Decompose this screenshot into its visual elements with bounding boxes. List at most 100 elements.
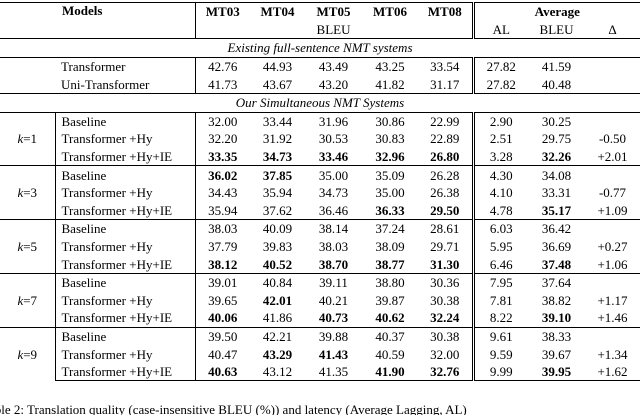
header-testset: MT08 (418, 1, 475, 21)
cell-value: 41.73 (208, 76, 238, 92)
cell-value: 39.67 (541, 346, 572, 362)
k-label: k=5 (0, 219, 56, 274)
table-row: k=7 Baseline 39.01 40.84 39.11 38.80 30.36 7.95… (0, 272, 640, 328)
header-testset: MT05 (305, 1, 363, 21)
cell-value: 30.86 (375, 113, 405, 129)
cell-value: 30.25 (541, 113, 572, 129)
section-title: Existing full-sentence NMT systems (0, 38, 640, 58)
cell-value: 39.11 (305, 272, 363, 292)
k-label: k=3 (0, 165, 56, 220)
cell-value: 36.46 (318, 202, 349, 218)
model-name: Transformer +Hy+IE (55, 201, 196, 220)
model-name: Transformer (55, 57, 196, 76)
cell-value: 4.78 (489, 202, 513, 218)
table-row: Existing full-sentence NMT systems (0, 38, 640, 58)
cell-value: 9.59 (489, 346, 513, 362)
results-table: Models MT03 MT04 MT05 MT06 MT08 Average BLEU AL B… (0, 1, 640, 382)
cell-value: 42.76 (208, 59, 238, 75)
cell-value: 38.14 (305, 219, 363, 238)
cell-value: 8.22 (489, 310, 513, 326)
cell-blank (585, 219, 640, 238)
cell-value: 33.46 (318, 149, 349, 165)
model-name: Uni-Transformer (55, 75, 196, 94)
cell-value: 30.38 (418, 291, 475, 310)
cell-value: 43.29 (262, 346, 293, 362)
cell-value: 35.00 (305, 165, 363, 184)
section-title: Our Simultaneous NMT Systems (0, 92, 640, 113)
cell-value: 35.17 (541, 202, 572, 218)
cell-value: 40.59 (375, 346, 405, 362)
header-testset: MT06 (362, 1, 419, 21)
cell-value: 39.50 (195, 326, 251, 346)
cell-value: 6.03 (473, 219, 529, 238)
k-label: k=9 (0, 326, 56, 381)
cell-value: 38.33 (528, 326, 586, 346)
cell-value: 33.44 (262, 113, 293, 129)
cell-value: 40.52 (262, 256, 293, 272)
table-row: Transformer +Hy 39.65 42.01 40.21 39.87 30.38… (0, 291, 640, 310)
cell-value: 41.43 (318, 346, 349, 362)
table-row: k=9 Baseline 39.50 42.21 39.88 40.37 30.38 9.61… (0, 326, 640, 381)
cell-value: 38.82 (541, 292, 572, 308)
cell-value: 44.93 (262, 59, 293, 75)
cell-value: 22.99 (418, 112, 475, 131)
cell-value: 2.51 (489, 131, 513, 147)
table-row: Transformer +Hy 34.43 35.94 34.73 35.00 26.38… (0, 183, 640, 202)
cell-value: 38.09 (375, 239, 405, 255)
model-name: Baseline (55, 219, 196, 238)
cell-value: 6.46 (489, 256, 513, 272)
k-label: k=7 (0, 272, 56, 328)
cell-value: 36.69 (541, 239, 572, 255)
cell-value: 31.96 (318, 113, 349, 129)
cell-value: 38.12 (208, 256, 238, 272)
cell-value: 38.03 (318, 239, 349, 255)
model-name: Transformer +Hy+IE (55, 255, 196, 274)
cell-value: 37.62 (262, 202, 293, 218)
cell-value: 42.01 (262, 292, 293, 308)
header-models: Models (0, 1, 196, 40)
table-row: Transformer +Hy+IE 38.12 40.52 38.70 38.77 31… (0, 255, 640, 274)
cell-value: 26.28 (418, 165, 475, 184)
table-body: Models MT03 MT04 MT05 MT06 MT08 Average BLEU AL B… (0, 1, 640, 382)
cell-value: 34.08 (528, 165, 586, 184)
table-row: Uni-Transformer 41.73 43.67 43.20 41.82 31.17… (0, 75, 640, 94)
cell-value: 22.89 (418, 130, 475, 148)
table-row: k=3 Baseline 36.02 37.85 35.00 35.09 26.28 4.30… (0, 165, 640, 220)
header-metric: BLEU (195, 20, 475, 40)
cell-value: 35.94 (262, 185, 293, 201)
table-row: Transformer +Hy 40.47 43.29 41.43 40.59 32.00… (0, 345, 640, 363)
cell-value: 40.37 (362, 326, 419, 346)
model-name: Baseline (55, 165, 196, 184)
cell-value: 40.47 (208, 346, 238, 362)
cell-value: +1.34 (597, 346, 628, 362)
table-row: Transformer +Hy 32.20 31.92 30.53 30.83 22.89… (0, 130, 640, 148)
cell-value: 36.02 (195, 165, 251, 184)
cell-value: 43.20 (318, 76, 349, 92)
cell-value: 40.63 (195, 362, 251, 382)
cell-value: 41.59 (541, 59, 572, 75)
cell-blank (585, 326, 640, 346)
k-blank (0, 75, 55, 93)
cell-value: 40.48 (541, 76, 572, 92)
cell-value: 32.00 (208, 113, 238, 129)
model-name: Transformer +Hy (55, 183, 196, 202)
cell-value: 39.10 (541, 310, 572, 326)
cell-value: 42.21 (250, 326, 306, 346)
model-name: Transformer +Hy (55, 345, 196, 363)
cell-value: +1.06 (597, 256, 628, 272)
table-row: Our Simultaneous NMT Systems (0, 92, 640, 113)
model-name: Transformer +Hy+IE (55, 362, 196, 382)
cell-value: 29.71 (418, 237, 475, 256)
header-avg-col: Δ (585, 20, 640, 40)
cell-value: 9.99 (473, 362, 529, 382)
model-name: Transformer +Hy (55, 130, 196, 148)
cell-value: +1.46 (597, 310, 628, 326)
cell-value: 26.80 (418, 147, 475, 166)
model-name: Transformer +Hy (55, 291, 196, 310)
cell-value: 40.62 (375, 310, 405, 326)
model-name: Baseline (55, 112, 196, 131)
cell-value: 29.75 (541, 131, 572, 147)
cell-blank (585, 75, 640, 93)
table-row: Transformer +Hy+IE 40.63 43.12 41.35 41.90 32… (0, 362, 640, 382)
cell-value: 43.67 (262, 76, 293, 92)
